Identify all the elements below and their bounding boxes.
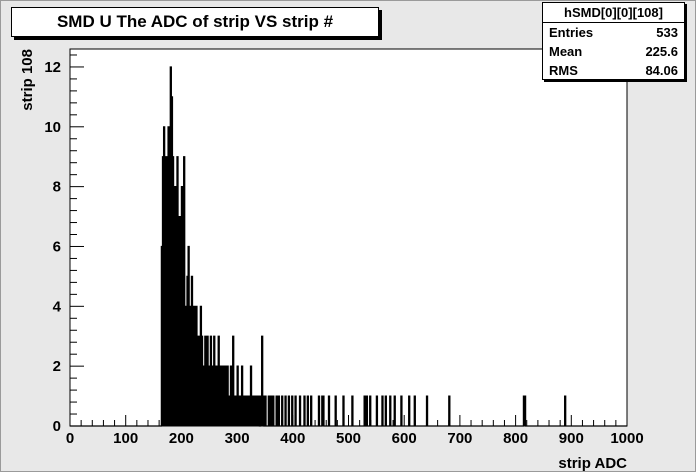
x-tick-label: 1000 (610, 430, 643, 447)
stats-row-entries: Entries 533 (543, 23, 684, 42)
x-tick-label: 400 (280, 430, 305, 447)
x-tick-label: 600 (392, 430, 417, 447)
y-axis-title: strip 108 (19, 49, 36, 111)
y-tick-label: 8 (53, 179, 61, 196)
plot-frame (69, 48, 628, 427)
histogram-title-text: SMD U The ADC of strip VS strip # (56, 12, 334, 31)
x-tick-label: 500 (336, 430, 361, 447)
y-tick-label: 0 (53, 418, 61, 435)
x-tick-label: 900 (559, 430, 584, 447)
y-tick-label: 2 (53, 358, 61, 375)
histogram-title: SMD U The ADC of strip VS strip # (11, 7, 379, 37)
x-tick-label: 800 (503, 430, 528, 447)
x-tick-label: 300 (225, 430, 250, 447)
stats-label: RMS (549, 63, 578, 78)
y-tick-label: 12 (44, 59, 61, 76)
y-tick-label: 4 (53, 298, 62, 315)
x-tick-label: 100 (113, 430, 138, 447)
stats-value: 533 (656, 25, 678, 40)
stats-label: Entries (549, 25, 594, 40)
x-tick-label: 700 (447, 430, 472, 447)
stats-label: Mean (549, 44, 583, 59)
y-tick-label: 10 (44, 119, 61, 136)
stats-box: hSMD[0][0][108] Entries 533 Mean 225.6 R… (542, 2, 685, 80)
x-tick-label: 200 (169, 430, 194, 447)
y-tick-label: 6 (53, 238, 61, 255)
stats-row-mean: Mean 225.6 (543, 42, 684, 61)
x-axis: 0 100 200 300 400 500 600 700 800 900 1000 (66, 415, 644, 447)
stats-value: 84.06 (645, 63, 678, 78)
histogram-bars (70, 66, 627, 427)
stats-row-rms: RMS 84.06 (543, 61, 684, 80)
x-tick-label: 0 (66, 430, 74, 447)
stats-name: hSMD[0][0][108] (543, 3, 684, 23)
histogram-outline (70, 66, 627, 427)
y-axis: 0 2 4 6 8 10 12 (44, 54, 84, 435)
stats-value: 225.6 (645, 44, 678, 59)
x-axis-title: strip ADC (558, 455, 627, 471)
